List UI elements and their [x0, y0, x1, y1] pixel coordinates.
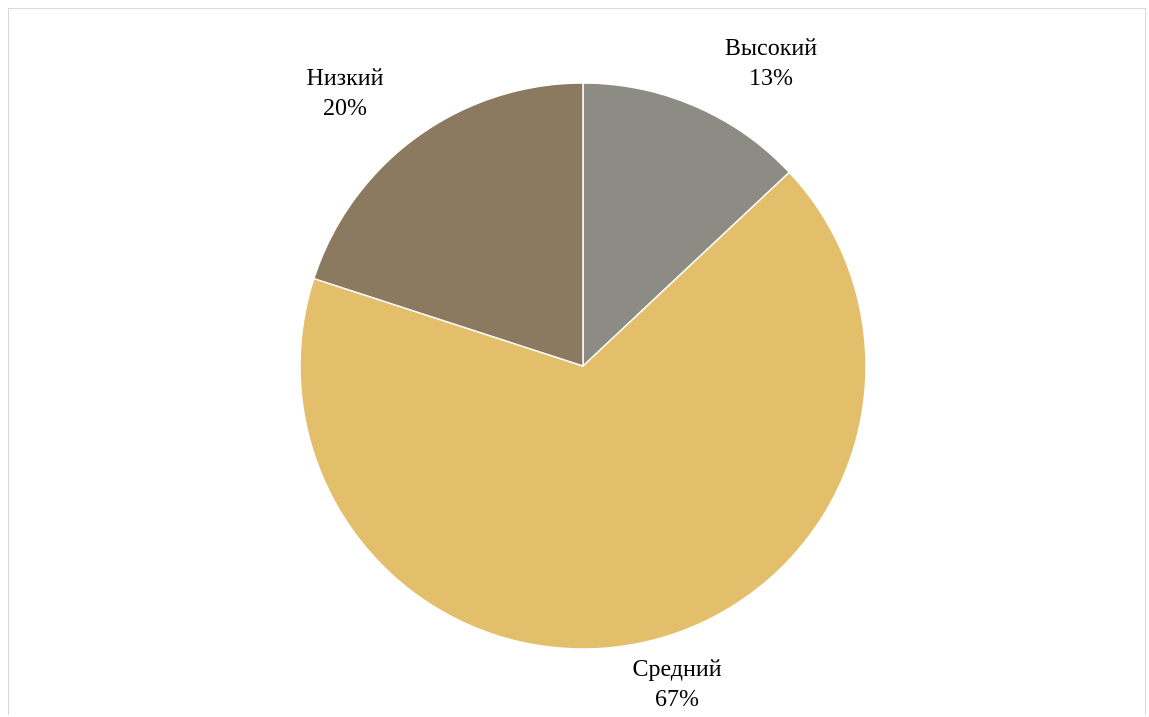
pie-slice-2 — [299, 171, 867, 650]
slice-category-label: Средний — [632, 656, 721, 682]
slice-category-label: Низкий — [306, 65, 383, 91]
slice-percent-label: 13% — [749, 65, 793, 91]
slice-percent-label: 67% — [655, 686, 699, 712]
pie-slice-3 — [312, 82, 584, 368]
slice-category-label: Высокий — [725, 35, 817, 61]
chart-area — [8, 8, 1146, 715]
pie-slice-1 — [582, 82, 791, 368]
slice-percent-label: 20% — [323, 95, 367, 121]
